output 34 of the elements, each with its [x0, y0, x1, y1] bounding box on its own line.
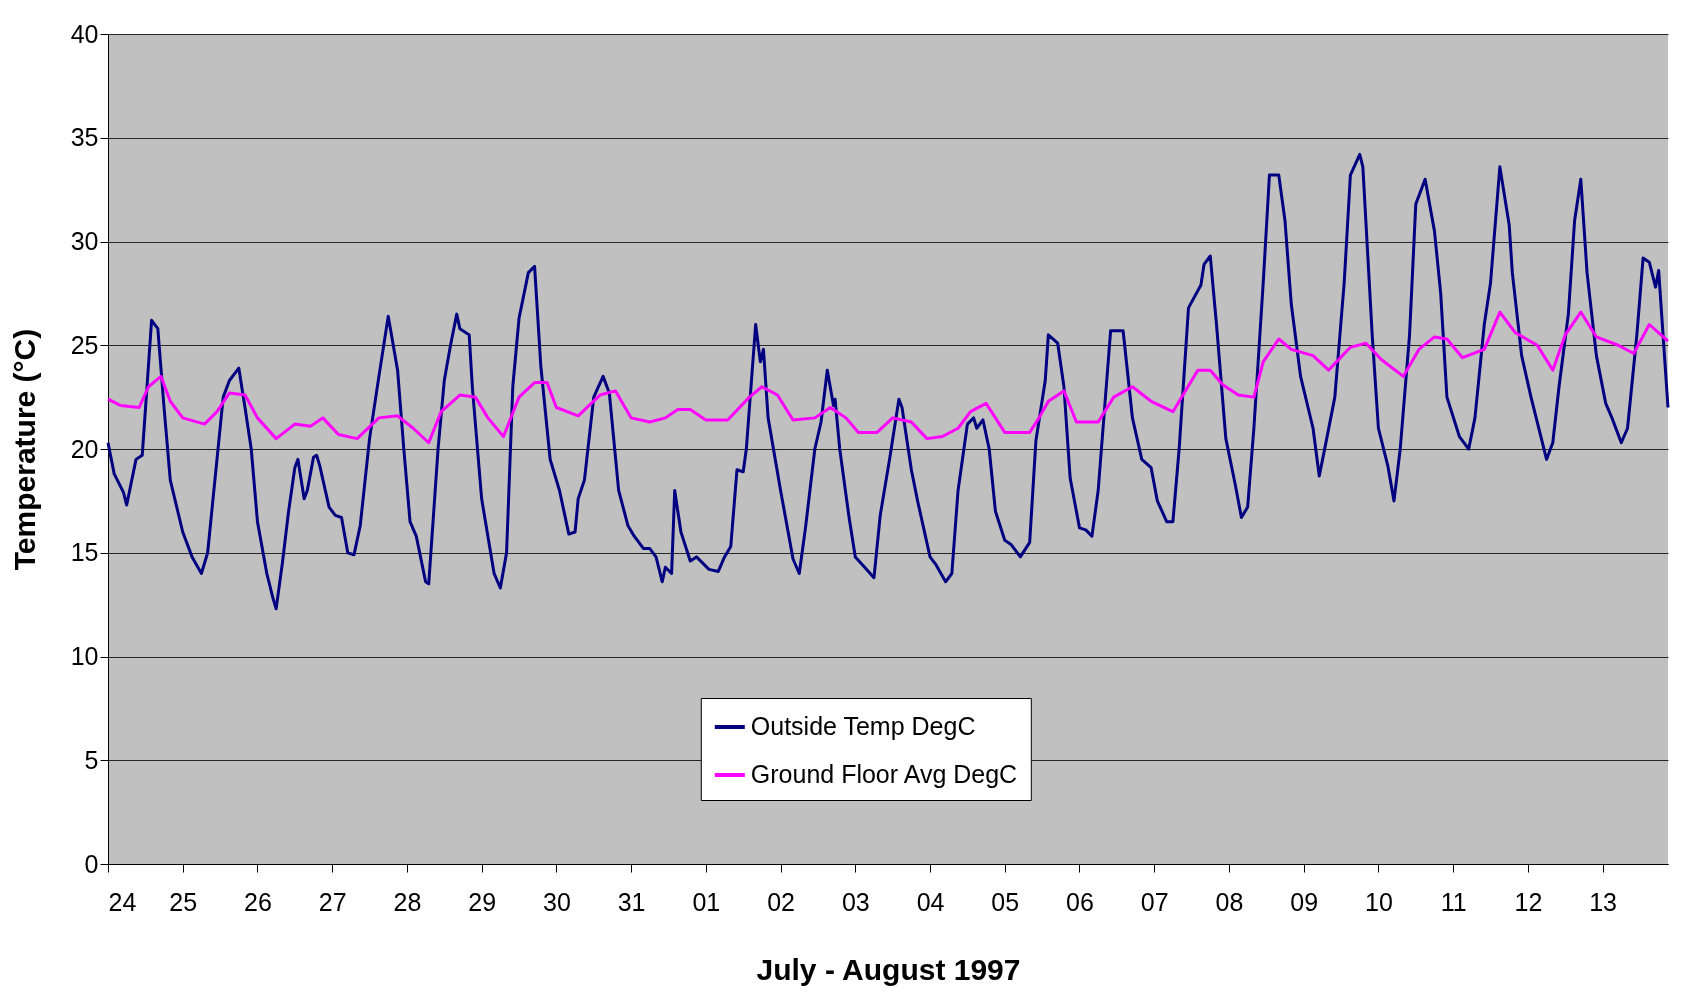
x-tick-label: 31 — [617, 887, 646, 916]
x-tick-label: 10 — [1365, 887, 1393, 916]
y-tick-label: 25 — [70, 330, 99, 359]
y-tick-label: 15 — [70, 538, 99, 567]
x-tick-label: 13 — [1589, 887, 1618, 916]
y-tick-label: 30 — [70, 227, 99, 255]
x-tick-label: 29 — [468, 887, 497, 916]
x-tick-label: 05 — [991, 887, 1020, 916]
y-tick-label: 35 — [70, 123, 99, 152]
x-tick-label: 26 — [244, 887, 272, 916]
x-tick-label: 28 — [393, 887, 422, 916]
x-tick-label: 27 — [318, 887, 347, 916]
x-tick-label: 12 — [1514, 887, 1543, 916]
x-tick-label: 30 — [542, 887, 571, 916]
x-tick-label: 24 — [108, 887, 137, 916]
y-tick-label: 40 — [70, 19, 99, 48]
x-tick-label: 02 — [767, 887, 795, 916]
x-tick-label: 08 — [1215, 887, 1244, 916]
legend-label: Outside Temp DegC — [750, 712, 976, 740]
y-axis-title: Temperature (°C) — [7, 328, 41, 571]
x-tick-label: 09 — [1290, 887, 1319, 916]
x-tick-label: 06 — [1066, 887, 1094, 916]
x-tick-label: 11 — [1440, 887, 1467, 916]
x-tick-label: 07 — [1140, 887, 1169, 916]
x-tick-label: 01 — [692, 887, 721, 916]
x-tick-label: 03 — [841, 887, 870, 916]
x-tick-label: 25 — [169, 887, 198, 916]
y-tick-label: 5 — [84, 745, 99, 774]
y-tick-label: 10 — [70, 642, 99, 670]
x-axis-title: July - August 1997 — [756, 952, 1021, 986]
x-tick-label: 04 — [916, 887, 945, 916]
y-tick-label: 20 — [70, 434, 99, 463]
legend-label: Ground Floor Avg DegC — [750, 760, 1018, 788]
y-tick-label: 0 — [84, 849, 99, 878]
